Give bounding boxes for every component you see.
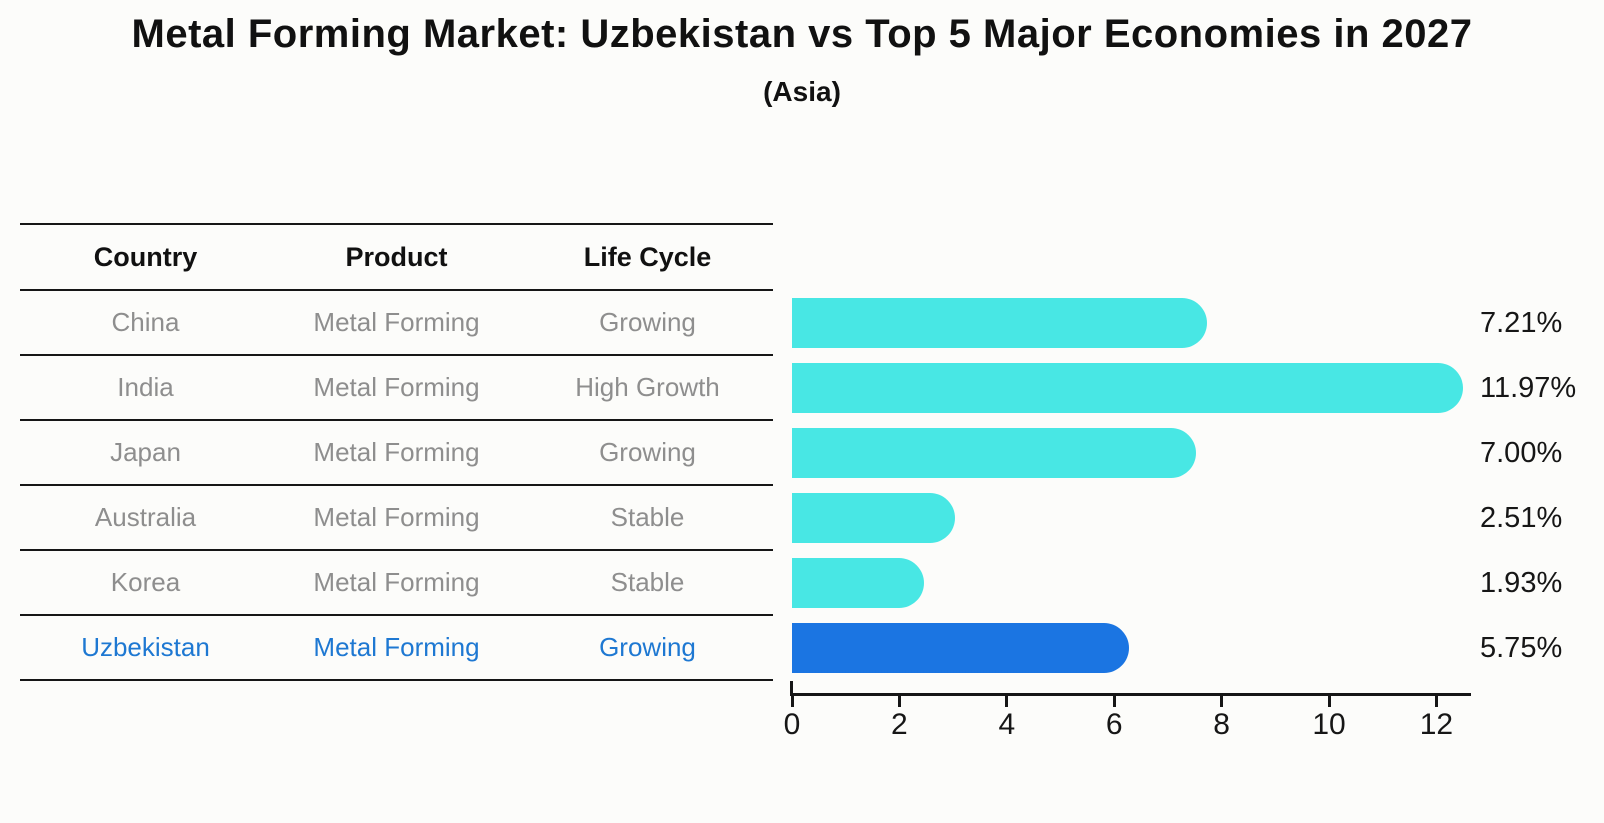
x-tick-8 <box>1220 696 1224 707</box>
cell-product: Metal Forming <box>313 307 480 337</box>
cell-life-cycle: Stable <box>610 567 685 597</box>
table-header-row: Country Product Life Cycle <box>20 225 773 291</box>
x-tick-label-4: 4 <box>998 708 1016 741</box>
cell-country: China <box>111 307 180 337</box>
table-row-australia: Australia Metal Forming Stable <box>20 486 773 551</box>
x-tick-12 <box>1434 696 1438 707</box>
value-label-china: 7.21% <box>1480 306 1563 339</box>
x-tick-label-8: 8 <box>1213 708 1230 741</box>
value-label-india: 11.97% <box>1480 371 1577 404</box>
table-row-korea: Korea Metal Forming Stable <box>20 551 773 616</box>
bar-korea <box>792 557 924 608</box>
chart-title: Metal Forming Market: Uzbekistan vs Top … <box>131 12 1473 56</box>
x-tick-6 <box>1112 696 1116 707</box>
table-row-china: China Metal Forming Growing <box>20 291 773 356</box>
value-label-uzbekistan: 5.75% <box>1480 631 1563 664</box>
table-body: China Metal Forming Growing India Metal Form… <box>20 291 773 681</box>
cell-country: Uzbekistan <box>81 632 210 662</box>
table-row-uzbekistan: Uzbekistan Metal Forming Growing <box>20 616 773 681</box>
cell-product: Metal Forming <box>313 437 480 467</box>
x-tick-label-0: 0 <box>783 708 801 741</box>
column-header-life-cycle: Life Cycle <box>583 241 712 272</box>
cell-life-cycle: Growing <box>599 437 696 467</box>
cell-country: Korea <box>110 567 181 597</box>
cell-product: Metal Forming <box>313 372 480 402</box>
cell-life-cycle: Growing <box>599 307 696 337</box>
cell-country: Australia <box>94 502 197 532</box>
bar-australia <box>792 492 955 543</box>
bar-uzbekistan <box>792 622 1129 673</box>
bar-india <box>792 362 1463 413</box>
value-label-australia: 2.51% <box>1480 501 1563 534</box>
x-tick-4 <box>1005 696 1009 707</box>
cell-product: Metal Forming <box>313 632 480 662</box>
bar-china <box>792 297 1208 348</box>
cell-country: Japan <box>110 437 181 467</box>
chart-subtitle: (Asia) <box>763 76 841 107</box>
cell-product: Metal Forming <box>313 502 480 532</box>
x-tick-0 <box>790 696 794 707</box>
table-row-japan: Japan Metal Forming Growing <box>20 421 773 486</box>
x-tick-label-2: 2 <box>891 708 908 741</box>
column-header-product: Product <box>345 241 448 272</box>
table-row-india: India Metal Forming High Growth <box>20 356 773 421</box>
x-tick-label-6: 6 <box>1105 708 1123 741</box>
cell-life-cycle: Stable <box>610 502 685 532</box>
cell-product: Metal Forming <box>313 567 480 597</box>
y-axis-spine-stub <box>790 681 793 693</box>
x-tick-2 <box>897 696 901 707</box>
value-label-korea: 1.93% <box>1480 566 1563 599</box>
x-axis-line <box>790 693 1472 696</box>
value-label-japan: 7.00% <box>1480 436 1563 469</box>
x-tick-label-10: 10 <box>1312 708 1346 741</box>
x-tick-10 <box>1327 696 1331 707</box>
cell-life-cycle: Growing <box>599 632 696 662</box>
bar-japan <box>792 427 1196 478</box>
x-tick-label-12: 12 <box>1419 708 1454 741</box>
cell-life-cycle: High Growth <box>575 372 720 402</box>
comparison-table: Country Product Life Cycle China Metal Fo… <box>20 223 773 681</box>
column-header-country: Country <box>93 241 198 272</box>
cell-country: India <box>117 372 174 402</box>
